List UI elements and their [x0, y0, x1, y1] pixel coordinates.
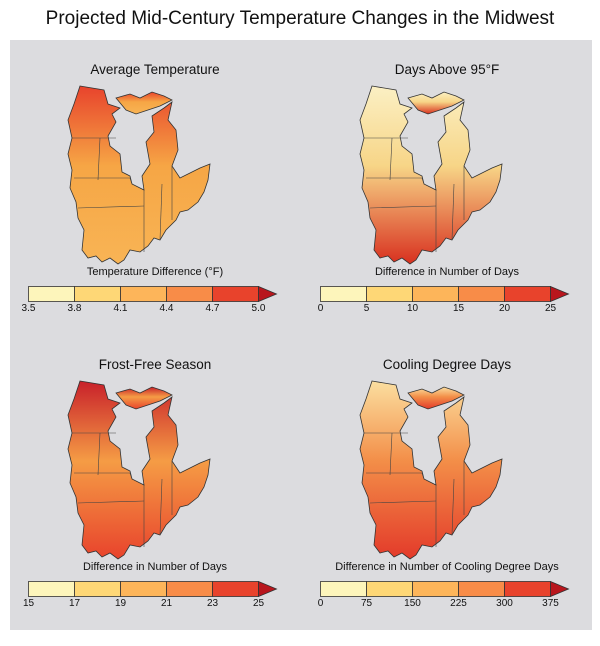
- legend-swatch: [28, 581, 75, 597]
- midwest-region: [359, 380, 503, 560]
- legend-label: Difference in Number of Cooling Degree D…: [335, 561, 559, 573]
- midwest-region: [67, 85, 211, 265]
- legend-swatch: [74, 581, 121, 597]
- state-boundary: [421, 472, 425, 480]
- legend-swatch: [412, 581, 459, 597]
- upper-peninsula: [407, 91, 465, 115]
- legend-tick-label: 19: [114, 598, 127, 609]
- state-boundary: [451, 183, 455, 241]
- legend-tick-label: 20: [498, 303, 511, 314]
- legend-tick-label: 25: [252, 598, 265, 609]
- state-boundary: [389, 432, 393, 476]
- legend-tick-label: 3.5: [21, 303, 36, 314]
- upper-peninsula: [115, 91, 173, 115]
- legend-tick-label: 15: [22, 598, 35, 609]
- legend-tick-label: 23: [206, 598, 219, 609]
- legend-swatch: [166, 581, 213, 597]
- legend-tick-label: 0: [317, 598, 324, 609]
- figure-title: Projected Mid-Century Temperature Change…: [45, 8, 555, 29]
- legend-tick-label: 150: [404, 598, 421, 609]
- legend-arrow: [258, 581, 278, 597]
- legend-tick-label: 21: [160, 598, 173, 609]
- state-boundary: [129, 472, 133, 480]
- state-boundary: [421, 177, 425, 185]
- legend-arrow: [550, 286, 570, 302]
- legend-arrow: [258, 286, 278, 302]
- legend-tick-label: 5: [363, 303, 370, 314]
- panel-title: Frost-Free Season: [98, 357, 212, 372]
- state-boundary: [389, 137, 393, 181]
- legend-label: Difference in Number of Days: [374, 266, 520, 278]
- legend-tick-label: 25: [544, 303, 557, 314]
- panel-title: Average Temperature: [90, 62, 220, 77]
- legend-tick-label: 17: [68, 598, 81, 609]
- legend-tick-label: 0: [317, 303, 324, 314]
- legend-swatch: [120, 286, 167, 302]
- legend-swatch: [412, 286, 459, 302]
- days-above-95-panel: Days Above 95°F Difference in Number of D…: [302, 40, 592, 335]
- state-boundary: [97, 137, 101, 181]
- legend-swatch: [212, 286, 259, 302]
- state-boundary: [97, 432, 101, 476]
- color-legend: [320, 286, 585, 302]
- legend-tick-label: 375: [542, 598, 559, 609]
- legend-arrow: [550, 581, 570, 597]
- color-legend: [28, 581, 293, 597]
- legend-tick-label: 15: [452, 303, 465, 314]
- frost-free-season-panel: Frost-Free Season Difference in Number of…: [10, 335, 300, 630]
- state-boundary: [159, 183, 163, 241]
- legend-swatch: [28, 286, 75, 302]
- average-temperature-panel: Average Temperature Temperature Differenc…: [10, 40, 300, 335]
- legend-swatch: [74, 286, 121, 302]
- legend-label: Difference in Number of Days: [82, 561, 228, 573]
- state-boundary: [369, 205, 437, 209]
- legend-tick-label: 10: [406, 303, 419, 314]
- cooling-degree-days-map: [352, 375, 532, 565]
- color-legend: [28, 286, 293, 302]
- legend-tick-label: 4.7: [205, 303, 220, 314]
- legend-swatch: [504, 286, 551, 302]
- legend-tick-label: 4.4: [159, 303, 174, 314]
- panel-title: Cooling Degree Days: [382, 357, 512, 372]
- legend-tick-label: 75: [360, 598, 373, 609]
- legend-swatch: [366, 581, 413, 597]
- legend-tick-label: 3.8: [67, 303, 82, 314]
- frost-free-season-map: [60, 375, 240, 565]
- legend-label: Temperature Difference (°F): [86, 266, 224, 278]
- state-boundary: [369, 500, 437, 504]
- cooling-degree-days-panel: Cooling Degree Days Difference in Number …: [302, 335, 592, 630]
- legend-swatch: [320, 581, 367, 597]
- legend-swatch: [504, 581, 551, 597]
- upper-peninsula: [407, 386, 465, 410]
- midwest-region: [359, 85, 503, 265]
- state-boundary: [159, 478, 163, 536]
- legend-tick-label: 300: [496, 598, 513, 609]
- color-legend: [320, 581, 585, 597]
- state-boundary: [129, 177, 133, 185]
- state-boundary: [77, 205, 145, 209]
- legend-swatch: [320, 286, 367, 302]
- legend-swatch: [120, 581, 167, 597]
- legend-tick-label: 225: [450, 598, 467, 609]
- legend-swatch: [166, 286, 213, 302]
- panel-title: Days Above 95°F: [394, 62, 500, 77]
- legend-tick-label: 5.0: [251, 303, 266, 314]
- legend-swatch: [212, 581, 259, 597]
- upper-peninsula: [115, 386, 173, 410]
- legend-tick-label: 4.1: [113, 303, 128, 314]
- average-temperature-map: [60, 80, 240, 270]
- midwest-region: [67, 380, 211, 560]
- legend-swatch: [458, 286, 505, 302]
- legend-swatch: [458, 581, 505, 597]
- state-boundary: [77, 500, 145, 504]
- days-above-95-map: [352, 80, 532, 270]
- state-boundary: [451, 478, 455, 536]
- legend-swatch: [366, 286, 413, 302]
